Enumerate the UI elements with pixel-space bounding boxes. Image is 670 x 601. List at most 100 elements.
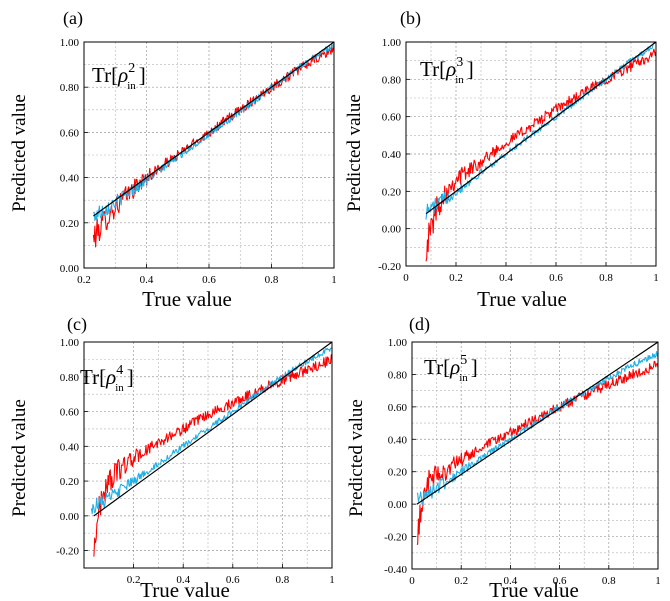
x-tick-label: 1 [331, 274, 337, 286]
x-tick-label: 0.6 [553, 575, 567, 587]
formula-prefix: Tr [80, 365, 99, 389]
series-red-line [416, 360, 658, 545]
formula-rho: ρ [445, 57, 456, 81]
formula-prefix: Tr [420, 57, 439, 81]
panel-c: (c) Predicted value True value 0.2 0.4 0.6… [9, 314, 335, 601]
y-tick-label: 0.80 [388, 369, 408, 381]
y-tick-label: 0.00 [382, 224, 402, 236]
gridlines [83, 41, 335, 269]
y-tick-label: 0.40 [60, 441, 80, 453]
series-layer [425, 42, 656, 262]
series-blue-line [416, 350, 658, 505]
x-tick-label: 0.2 [449, 272, 463, 284]
x-tick-label: 0.4 [176, 574, 190, 586]
y-tick-label: 1.00 [60, 337, 80, 349]
tick-labels: 0.2 0.4 0.6 0.8 1 -0.20 0.00 0.20 0.40 0.60 0.80 1.… [56, 337, 335, 586]
x-tick-label: 0.4 [140, 274, 154, 286]
tick-labels: 0.2 0.4 0.6 0.8 1 0.00 0.20 0.40 0.60 0.80 1.00 [60, 37, 337, 286]
x-axis-label: True value [142, 287, 232, 311]
y-tick-label: 0.00 [60, 263, 80, 275]
y-tick-label: 0.40 [382, 149, 402, 161]
x-tick-label: 0.4 [499, 272, 513, 284]
formula-label: Tr[ρ4 in] [80, 363, 134, 394]
y-tick-label: 0.60 [382, 112, 402, 124]
x-tick-label: 0.2 [454, 575, 468, 587]
formula-subscript: in [127, 80, 136, 92]
series-layer [92, 42, 334, 248]
x-tick-label: 0.6 [226, 574, 240, 586]
y-axis-label: Predicted value [9, 399, 30, 517]
y-axis-label: Predicted value [346, 399, 367, 517]
formula-power: 2 [128, 61, 135, 76]
formula-subscript: in [459, 372, 468, 384]
panel-label: (c) [67, 314, 87, 335]
x-tick-label: 0.8 [265, 274, 279, 286]
y-tick-label: 0.80 [60, 372, 80, 384]
series-reference-line [93, 342, 332, 517]
formula-prefix: Tr [424, 355, 443, 379]
x-tick-label: 0.2 [127, 574, 141, 586]
series-layer [90, 342, 332, 557]
x-tick-label: 0.6 [202, 274, 216, 286]
plot-frame [83, 341, 333, 569]
x-axis-label: True value [489, 578, 579, 601]
series-reference-line [416, 342, 658, 505]
panel-label: (b) [400, 8, 421, 29]
formula-subscript: in [455, 74, 464, 86]
series-reference-line [425, 42, 656, 215]
x-tick-label: 0.8 [276, 574, 290, 586]
series-reference-line [93, 42, 334, 217]
y-tick-label: 0.20 [60, 476, 80, 488]
plot-frame [411, 341, 659, 570]
y-tick-label: -0.20 [384, 532, 407, 544]
formula-label: Tr[ρ3 in] [420, 55, 474, 86]
x-tick-label: 1 [329, 574, 335, 586]
panel-label: (d) [409, 314, 430, 335]
y-tick-label: -0.20 [378, 261, 401, 273]
y-tick-label: -0.20 [56, 546, 79, 558]
tick-labels: 0 0.2 0.4 0.6 0.8 1 -0.20 0.00 0.20 0.40 0.60 0.80 1… [378, 37, 659, 284]
y-tick-label: 0.40 [60, 173, 80, 185]
y-tick-label: 0.80 [60, 82, 80, 94]
formula-power: 5 [460, 353, 467, 368]
formula-power: 4 [116, 363, 123, 378]
formula-prefix: Tr [92, 63, 111, 87]
y-tick-label: 1.00 [388, 337, 408, 349]
plot-frame [405, 41, 657, 267]
y-tick-label: 0.60 [60, 407, 80, 419]
y-tick-label: 0.80 [382, 74, 402, 86]
panel-d: (d) Predicted value True value 0 0.2 0.4 0.… [346, 314, 661, 601]
series-layer [416, 342, 658, 545]
formula-rho: ρ [449, 355, 460, 379]
x-tick-label: 0 [403, 272, 409, 284]
x-tick-label: 1 [655, 575, 661, 587]
formula-subscript: in [115, 382, 124, 394]
y-axis-label: Predicted value [344, 94, 365, 212]
series-red-line [93, 354, 332, 557]
y-tick-label: -0.40 [384, 564, 407, 576]
y-tick-label: 0.60 [388, 402, 408, 414]
formula-label: Tr[ρ5 in] [424, 353, 478, 384]
panel-label: (a) [63, 8, 83, 29]
x-tick-label: 0 [409, 575, 415, 587]
y-tick-label: 1.00 [60, 37, 80, 49]
formula-power: 3 [456, 55, 463, 70]
x-tick-label: 1 [653, 272, 659, 284]
plot-frame [83, 41, 335, 269]
series-red-line [92, 46, 334, 248]
formula-rho: ρ [105, 365, 116, 389]
y-tick-label: 1.00 [382, 37, 402, 49]
x-tick-label: 0.6 [549, 272, 563, 284]
y-tick-label: 0.20 [388, 467, 408, 479]
series-blue-line [90, 347, 332, 515]
y-axis-label: Predicted value [9, 94, 30, 212]
panel-b: (b) Predicted value True value 0 0.2 0.4 0.… [344, 8, 659, 311]
y-tick-label: 0.60 [60, 127, 80, 139]
y-tick-label: 0.00 [60, 511, 80, 523]
x-tick-label: 0.4 [504, 575, 518, 587]
x-tick-label: 0.8 [599, 272, 613, 284]
y-tick-label: 0.00 [388, 499, 408, 511]
formula-rho: ρ [117, 63, 128, 87]
x-axis-label: True value [140, 578, 230, 601]
